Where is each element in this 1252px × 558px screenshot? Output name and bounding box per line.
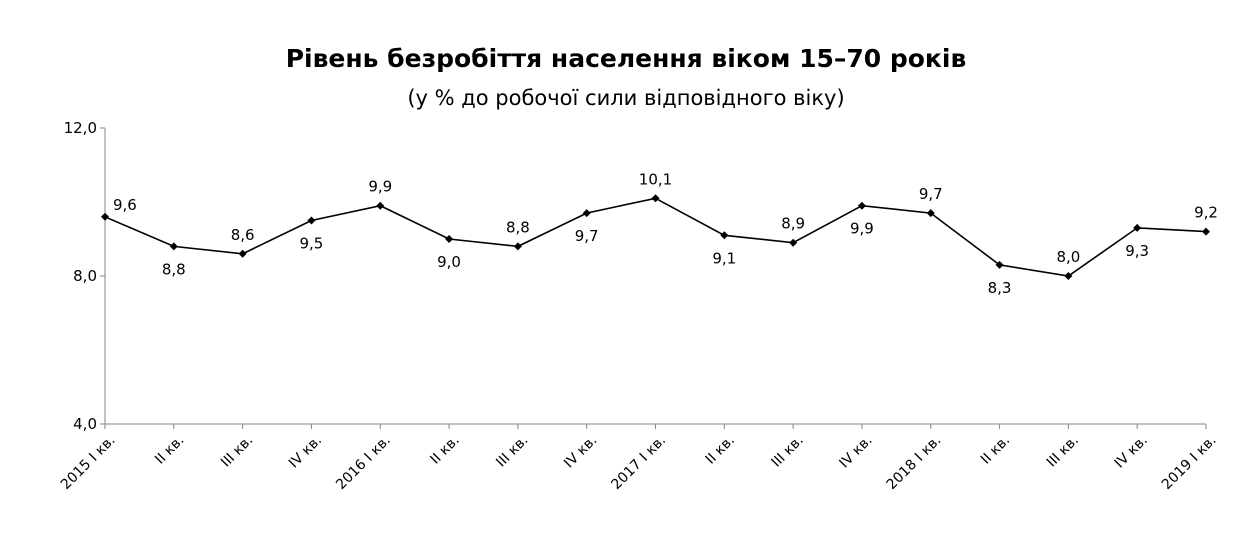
data-label: 9,0	[437, 253, 461, 271]
data-point	[307, 216, 316, 225]
data-label: 9,5	[300, 235, 324, 253]
data-point	[720, 231, 729, 240]
series-line	[104, 197, 1207, 277]
data-label: 9,9	[368, 178, 392, 196]
data-label: 8,8	[162, 260, 186, 278]
data-label: 9,9	[850, 220, 874, 238]
x-tick-label: 2015 І кв.	[58, 432, 119, 493]
data-label: 8,3	[988, 279, 1012, 297]
x-tick-label: 2019 І кв.	[1159, 432, 1220, 493]
y-tick-label: 4,0	[73, 415, 97, 433]
data-point	[238, 249, 247, 258]
x-tick-label: IV кв.	[836, 432, 875, 471]
y-tick-label: 12,0	[64, 119, 97, 137]
x-tick-label: IV кв.	[1112, 432, 1151, 471]
x-tick-label: IV кв.	[286, 432, 325, 471]
chart-marks: 9,6 8,8 8,6 9,5 9,9 9,0 8,8 9,7 10,1 9,1 8,9 9,9 9,7…	[101, 170, 1218, 297]
data-point	[651, 194, 660, 203]
data-label: 9,6	[113, 196, 137, 214]
data-point	[513, 242, 522, 251]
y-tick-label: 8,0	[73, 267, 97, 285]
data-label: 10,1	[639, 170, 672, 188]
data-point	[376, 201, 385, 210]
x-tick-label: 2017 І кв.	[608, 432, 669, 493]
data-point	[445, 235, 454, 243]
data-label: 9,2	[1194, 204, 1218, 222]
data-point	[857, 201, 866, 210]
x-tick-label: IV кв.	[561, 432, 600, 471]
data-label: 8,0	[1056, 248, 1080, 266]
x-tick-label: ІІ кв.	[152, 432, 187, 467]
data-label: 9,1	[712, 249, 736, 267]
x-tick-label: ІІІ кв.	[1044, 432, 1082, 470]
chart-title: Рівень безробіття населення віком 15–70 …	[285, 44, 967, 73]
data-point	[926, 209, 935, 218]
chart-subtitle: (у % до робочої сили відповідного віку)	[407, 86, 845, 110]
x-tick-label: ІІІ кв.	[769, 432, 807, 470]
x-tick-label: ІІІ кв.	[493, 432, 531, 470]
x-tick-label: 2018 І кв.	[884, 432, 945, 493]
data-point	[169, 242, 178, 251]
data-point	[1202, 227, 1210, 236]
data-point	[789, 238, 798, 247]
data-label: 9,7	[575, 227, 599, 245]
data-point	[582, 209, 591, 218]
x-tick-label: ІІ кв.	[978, 432, 1013, 467]
data-point	[101, 212, 109, 221]
x-tick-label: ІІ кв.	[703, 432, 738, 467]
x-tick-label: ІІ кв.	[427, 432, 462, 467]
data-point	[1064, 272, 1073, 280]
data-label: 9,7	[919, 185, 943, 203]
data-label: 8,9	[781, 215, 805, 233]
data-label: 8,6	[231, 226, 255, 244]
data-point	[1133, 223, 1142, 232]
data-label: 8,8	[506, 218, 530, 236]
data-label: 9,3	[1125, 242, 1149, 260]
x-tick-label: 2016 І кв.	[333, 432, 394, 493]
data-point	[995, 260, 1004, 269]
x-tick-label: ІІІ кв.	[218, 432, 256, 470]
